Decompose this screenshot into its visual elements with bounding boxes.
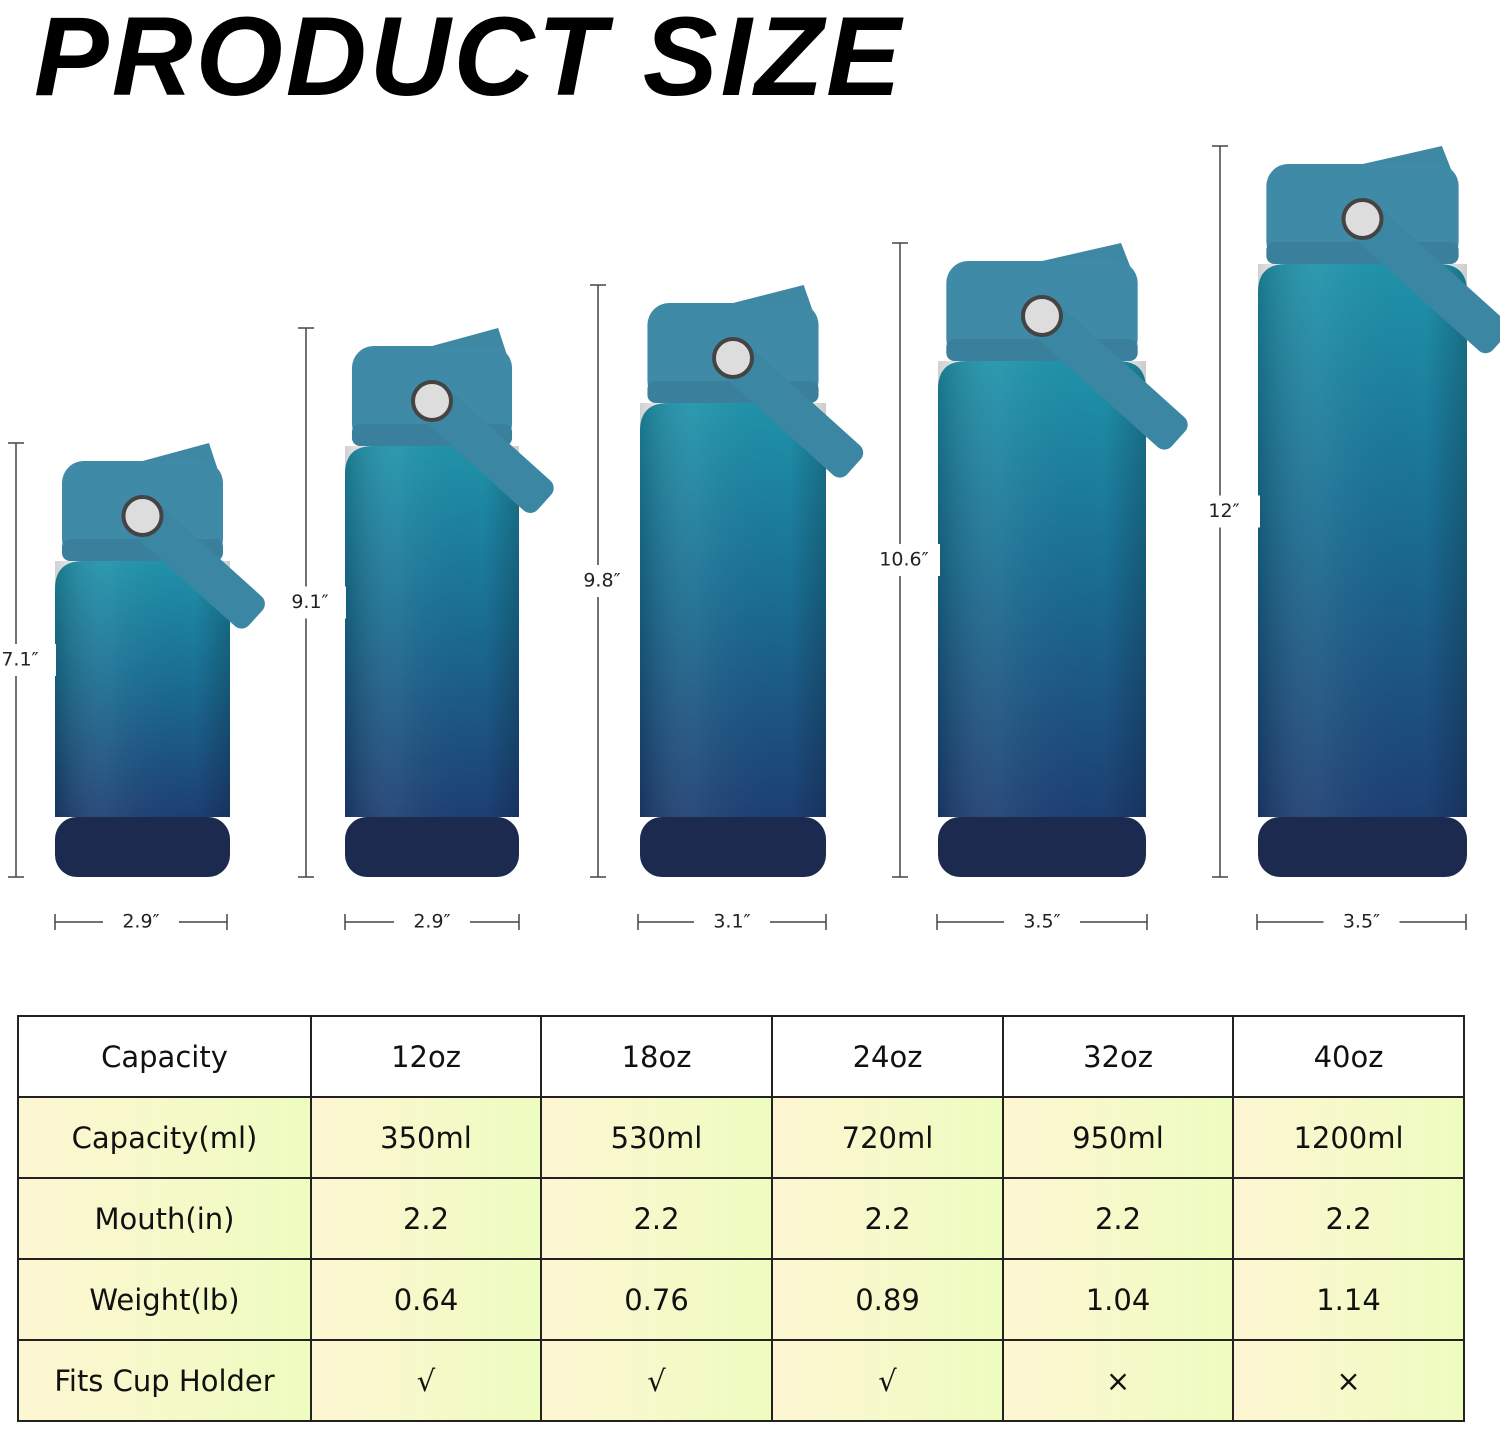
cell: 12oz [310, 1015, 542, 1098]
cell: 350ml [310, 1096, 542, 1179]
bottle-base [640, 817, 826, 877]
table-row: Capacity(ml) 350ml 530ml 720ml 950ml 1200ml [17, 1096, 1465, 1179]
height-label: 9.8″ [583, 570, 620, 592]
cell: √ [771, 1339, 1004, 1422]
cell: 1.04 [1002, 1258, 1234, 1341]
width-label: 2.9″ [122, 911, 159, 933]
bottle-base [938, 817, 1146, 877]
bottle-base [345, 817, 519, 877]
cell: 0.89 [771, 1258, 1004, 1341]
table-row: Fits Cup Holder √ √ √ × × [17, 1339, 1465, 1422]
table-row: Weight(lb) 0.64 0.76 0.89 1.04 1.14 [17, 1258, 1465, 1341]
spec-table: Capacity 12oz 18oz 24oz 32oz 40oz Capacity(ml)… [17, 1015, 1465, 1422]
cell: 2.2 [1002, 1177, 1234, 1260]
cell: 2.2 [771, 1177, 1004, 1260]
width-label-bg [1323, 908, 1400, 936]
bottle-shade [938, 361, 1146, 817]
height-label-bg [0, 644, 56, 676]
row-label: Fits Cup Holder [17, 1339, 312, 1422]
bottle-base [55, 817, 230, 877]
height-label: 10.6″ [879, 549, 928, 571]
knob [121, 495, 164, 537]
height-label-bg [860, 544, 940, 576]
bottle-shade [345, 446, 519, 817]
bottle: 7.1″ 2.9″ [0, 442, 265, 936]
bottle-shade [1258, 264, 1467, 817]
handle [713, 337, 864, 478]
cell: 530ml [540, 1096, 773, 1179]
table-row: Mouth(in) 2.2 2.2 2.2 2.2 2.2 [17, 1177, 1465, 1260]
bottle: 12″ 3.5″ [1180, 145, 1500, 936]
cell: √ [310, 1339, 542, 1422]
cell: 0.76 [540, 1258, 773, 1341]
bottle-shade [640, 403, 826, 817]
cell: 2.2 [540, 1177, 773, 1260]
cell: 2.2 [310, 1177, 542, 1260]
handle [1022, 295, 1188, 450]
cell: 0.64 [310, 1258, 542, 1341]
cell: 18oz [540, 1015, 773, 1098]
cell: 2.2 [1232, 1177, 1465, 1260]
cell: × [1002, 1339, 1234, 1422]
title: PRODUCT SIZE [34, 0, 904, 119]
cell: 720ml [771, 1096, 1004, 1179]
width-label: 3.5″ [1343, 911, 1380, 933]
handle [1342, 198, 1500, 354]
cell: 1.14 [1232, 1258, 1465, 1341]
knob [1341, 198, 1384, 240]
bottle-shade [55, 561, 230, 817]
height-label: 12″ [1208, 500, 1239, 522]
cell: 40oz [1232, 1015, 1465, 1098]
row-label: Capacity [17, 1015, 312, 1098]
width-label: 2.9″ [413, 911, 450, 933]
width-label: 3.5″ [1023, 911, 1060, 933]
width-label-bg [1004, 908, 1080, 936]
cell: 32oz [1002, 1015, 1234, 1098]
cell: 1200ml [1232, 1096, 1465, 1179]
knob [712, 337, 754, 379]
table-row: Capacity 12oz 18oz 24oz 32oz 40oz [17, 1015, 1465, 1098]
height-label-bg [1180, 495, 1260, 528]
bottle: 9.8″ 3.1″ [558, 284, 864, 936]
bottle: 10.6″ 3.5″ [860, 242, 1188, 936]
row-label: Mouth(in) [17, 1177, 312, 1260]
height-label-bg [266, 586, 346, 619]
width-label-bg [103, 908, 179, 936]
cell: √ [540, 1339, 773, 1422]
row-label: Weight(lb) [17, 1258, 312, 1341]
bottle-illustration: 7.1″ 2.9″ 9.1″ 2.9″ 9.8″ 3.1″ 10.6″ 3.5″ 12″ 3.5″ [0, 145, 1500, 936]
bottle: 9.1″ 2.9″ [266, 327, 554, 936]
width-label-bg [394, 908, 470, 936]
height-label-bg [558, 565, 638, 597]
bottle-base [1258, 817, 1467, 877]
width-label: 3.1″ [713, 911, 750, 933]
knob [1021, 295, 1063, 337]
knob [411, 380, 453, 422]
height-label: 7.1″ [1, 649, 38, 671]
cell: × [1232, 1339, 1465, 1422]
cell: 24oz [771, 1015, 1004, 1098]
width-label-bg [694, 908, 770, 936]
cell: 950ml [1002, 1096, 1234, 1179]
row-label: Capacity(ml) [17, 1096, 312, 1179]
height-label: 9.1″ [291, 591, 328, 613]
